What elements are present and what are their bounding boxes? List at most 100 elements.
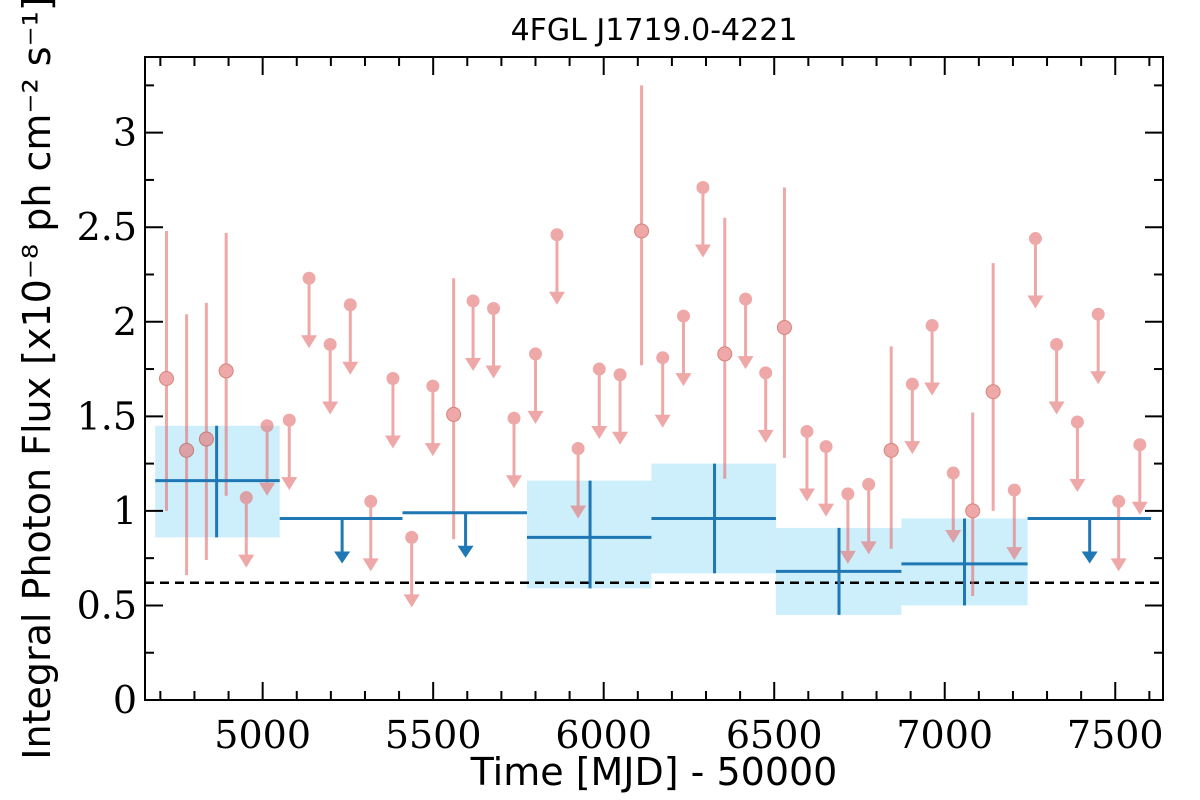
coarse-upper-limit (402, 511, 527, 558)
fine-upper-limit (1006, 483, 1023, 561)
x-tick-label: 5000 (214, 713, 311, 757)
upper-limit-arrowhead (945, 530, 962, 544)
fine-point (446, 406, 462, 422)
fine-upper-limit (818, 440, 835, 517)
upper-limit-arrowhead (322, 401, 339, 415)
coarse-bin-series (155, 425, 1152, 615)
fine-upper-limit (1048, 337, 1065, 415)
fine-upper-limit (757, 366, 774, 443)
fine-upper-limit (1069, 415, 1086, 492)
fine-bin-series (158, 85, 1148, 608)
fine-upper-limit (362, 494, 379, 572)
fine-detection (634, 85, 650, 366)
coarse-detection (526, 480, 652, 589)
axis-ticks: 5000 5500 6000 6500 7000 7500 0 0.5 1 1.5 2 2.5 3 (77, 57, 1164, 757)
y-tick-label: 0.5 (77, 583, 137, 627)
y-tick-label: 3 (113, 111, 137, 155)
fine-point (717, 346, 733, 362)
upper-limit-point (550, 228, 564, 242)
upper-limit-arrowhead (259, 482, 276, 496)
fine-detection (985, 263, 1001, 511)
upper-limit-point (364, 494, 378, 508)
upper-limit-arrowhead (612, 431, 629, 445)
fine-point (158, 371, 174, 386)
upper-limit-point (656, 351, 670, 365)
coarse-upper-limit (279, 516, 403, 564)
upper-limit-arrowhead (737, 356, 754, 370)
y-tick-label: 2.5 (77, 205, 137, 249)
fine-upper-limit (1090, 307, 1107, 385)
upper-limit-point (282, 413, 296, 427)
fine-upper-limit (465, 294, 482, 371)
fine-detection (446, 278, 462, 540)
fine-upper-limit (384, 372, 401, 449)
upper-limit-arrowhead (301, 335, 318, 349)
upper-limit-point (613, 368, 627, 382)
fine-upper-limit (259, 419, 276, 496)
upper-limit-point (487, 302, 501, 316)
upper-limit-arrowhead (798, 488, 815, 502)
upper-limit-point (739, 292, 753, 306)
upper-limit-arrowhead (654, 414, 671, 428)
upper-limit-arrowhead (527, 410, 544, 424)
fine-upper-limit (737, 292, 754, 370)
upper-limit-arrowhead (818, 503, 835, 517)
fine-upper-limit (403, 530, 420, 608)
fine-detection (965, 412, 981, 596)
fine-upper-limit (591, 362, 608, 440)
y-tick-label: 0 (113, 678, 137, 722)
upper-limit-point (819, 440, 833, 454)
upper-limit-arrowhead (1027, 295, 1044, 309)
fine-upper-limit (548, 228, 565, 305)
fine-upper-limit (1027, 232, 1044, 309)
upper-limit-point (528, 347, 542, 361)
upper-limit-arrowhead (675, 373, 692, 387)
upper-limit-arrowhead (1006, 547, 1023, 561)
upper-limit-point (696, 180, 710, 194)
upper-limit-arrowhead (457, 545, 474, 558)
fine-detection (179, 314, 195, 576)
coarse-detection (775, 527, 902, 615)
fine-upper-limit (506, 411, 523, 489)
fine-upper-limit (301, 271, 318, 349)
fine-detection (218, 232, 234, 496)
fine-upper-limit (322, 337, 339, 415)
coarse-upper-limit (1027, 516, 1152, 564)
upper-limit-point (1091, 307, 1105, 321)
upper-limit-arrowhead (1110, 558, 1127, 572)
upper-limit-point (466, 294, 480, 308)
upper-limit-point (571, 441, 585, 455)
fine-upper-limit (924, 319, 941, 396)
coarse-detection (901, 518, 1028, 606)
upper-limit-arrowhead (839, 550, 856, 564)
upper-limit-arrowhead (362, 558, 379, 572)
fine-upper-limit (281, 413, 298, 491)
upper-limit-point (800, 424, 814, 438)
chart-title: 4FGL J1719.0-4221 (511, 13, 798, 48)
fine-upper-limit (1110, 494, 1127, 572)
upper-limit-arrowhead (548, 291, 565, 305)
fine-upper-limit (654, 351, 671, 428)
fine-point (218, 363, 234, 379)
upper-limit-arrowhead (570, 505, 587, 519)
upper-limit-point (676, 309, 690, 323)
upper-limit-arrowhead (591, 426, 608, 440)
upper-limit-arrowhead (384, 435, 401, 449)
upper-limit-point (386, 372, 400, 385)
y-tick-label: 2 (113, 300, 137, 344)
fine-upper-limit (945, 466, 962, 544)
y-tick-label: 1.5 (77, 394, 137, 438)
x-tick-label: 6000 (555, 713, 652, 757)
upper-limit-point (862, 477, 876, 491)
upper-limit-point (946, 466, 960, 480)
fine-point (776, 319, 792, 335)
coarse-detection (155, 425, 280, 538)
fine-point (634, 223, 650, 239)
upper-limit-arrowhead (485, 365, 502, 379)
upper-limit-arrowhead (506, 475, 523, 489)
fine-upper-limit (860, 477, 877, 555)
fine-upper-limit (612, 368, 629, 445)
upper-limit-point (1007, 483, 1021, 497)
y-tick-label: 1 (113, 489, 137, 533)
